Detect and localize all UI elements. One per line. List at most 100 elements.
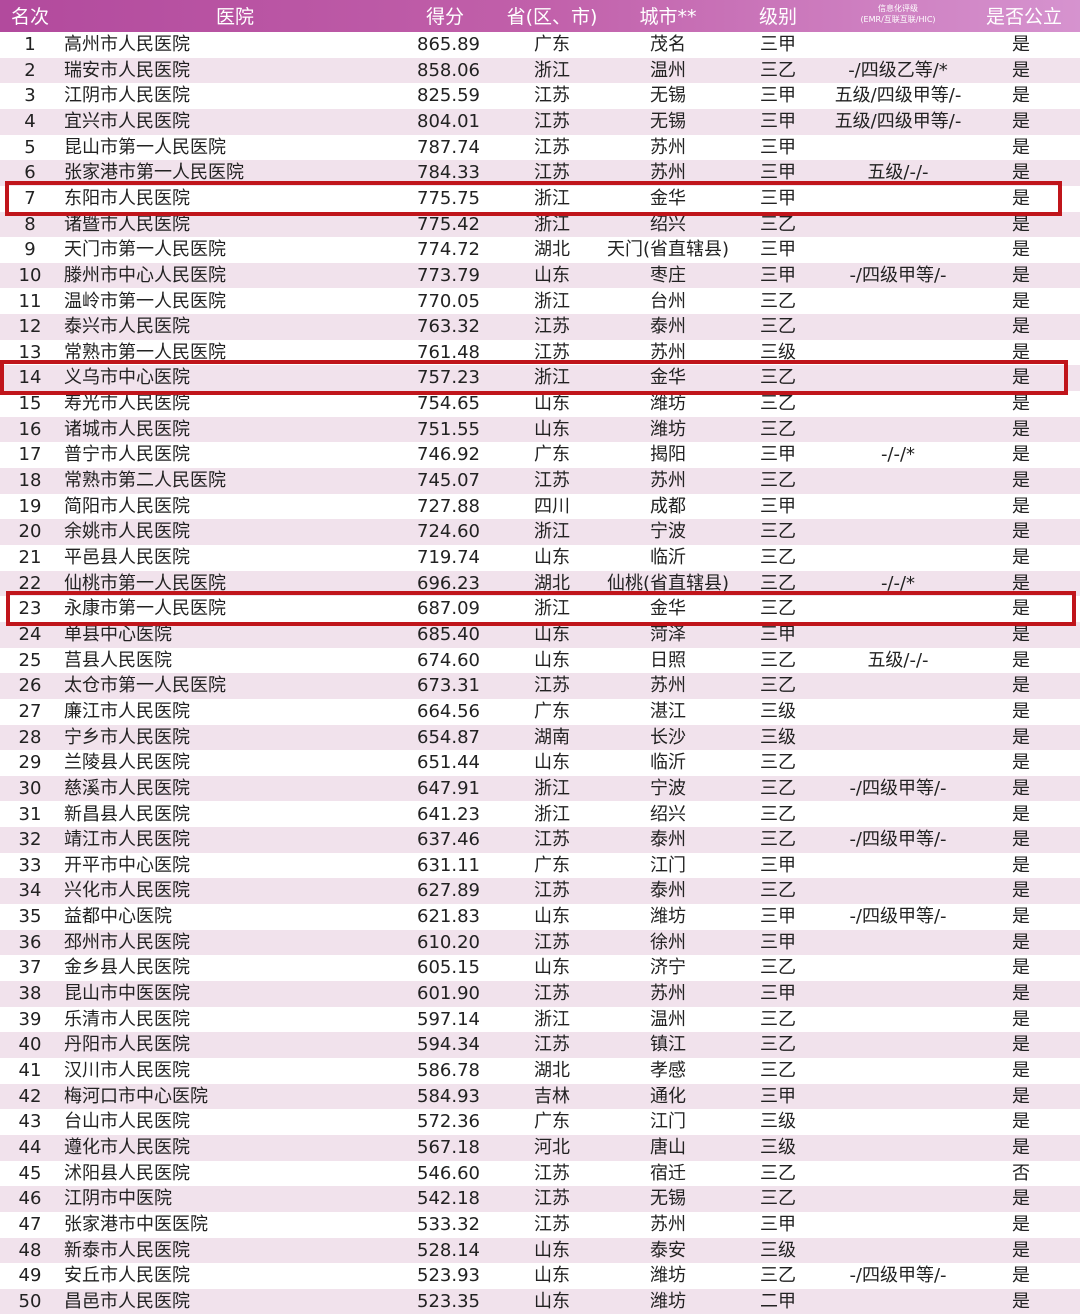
header-level: 级别 bbox=[758, 6, 797, 28]
hospital-cell: 江阴市中医院 bbox=[64, 1188, 172, 1210]
table-row: 1 高州市人民医院 865.89 广东 茂名 三甲 是 bbox=[0, 32, 1080, 58]
score-cell: 654.87 bbox=[417, 726, 480, 748]
public-cell: 是 bbox=[1012, 598, 1030, 620]
province-cell: 山东 bbox=[534, 752, 570, 774]
province-cell: 山东 bbox=[534, 393, 570, 415]
table-row: 22 仙桃市第一人民医院 696.23 湖北 仙桃(省直辖县) 三乙 -/-/* 是 bbox=[0, 570, 1080, 597]
rank-cell: 44 bbox=[18, 1136, 42, 1158]
public-cell: 是 bbox=[1012, 521, 1030, 543]
rank-cell: 43 bbox=[18, 1111, 42, 1133]
rank-cell: 18 bbox=[18, 470, 42, 492]
score-cell: 696.23 bbox=[417, 572, 480, 594]
table-row: 28 宁乡市人民医院 654.87 湖南 长沙 三级 是 bbox=[0, 724, 1080, 751]
hospital-cell: 常熟市第二人民医院 bbox=[64, 470, 226, 492]
score-cell: 533.32 bbox=[417, 1213, 480, 1235]
city-cell: 潍坊 bbox=[650, 1265, 686, 1287]
level-cell: 三乙 bbox=[760, 957, 796, 979]
rank-cell: 27 bbox=[18, 700, 42, 722]
level-cell: 三乙 bbox=[760, 777, 796, 799]
province-cell: 广东 bbox=[534, 34, 570, 55]
header-info-title: 信息化评级 bbox=[878, 4, 918, 13]
rank-cell: 46 bbox=[18, 1188, 42, 1210]
city-cell: 金华 bbox=[650, 187, 686, 209]
score-cell: 621.83 bbox=[417, 906, 480, 928]
rank-cell: 2 bbox=[24, 59, 36, 81]
score-cell: 664.56 bbox=[417, 700, 480, 722]
hospital-cell: 丹阳市人民医院 bbox=[64, 1034, 190, 1056]
hospital-cell: 乐清市人民医院 bbox=[64, 1008, 190, 1030]
table-row: 44 遵化市人民医院 567.18 河北 唐山 三级 是 bbox=[0, 1134, 1080, 1161]
level-cell: 三乙 bbox=[760, 367, 796, 389]
province-cell: 广东 bbox=[534, 700, 570, 722]
rank-cell: 48 bbox=[18, 1239, 42, 1261]
info-rating-cell: -/四级甲等/- bbox=[849, 264, 947, 286]
city-cell: 潍坊 bbox=[650, 418, 686, 440]
hospital-cell: 台山市人民医院 bbox=[64, 1111, 190, 1133]
level-cell: 三乙 bbox=[760, 290, 796, 312]
hospital-cell: 滕州市中心人民医院 bbox=[64, 264, 226, 286]
city-cell: 宿迁 bbox=[650, 1162, 686, 1184]
province-cell: 浙江 bbox=[534, 803, 570, 825]
hospital-cell: 寿光市人民医院 bbox=[64, 393, 190, 415]
province-cell: 湖北 bbox=[534, 572, 570, 594]
level-cell: 三乙 bbox=[760, 1060, 796, 1081]
province-cell: 江苏 bbox=[534, 983, 570, 1005]
city-cell: 潍坊 bbox=[650, 393, 686, 415]
public-cell: 是 bbox=[1012, 162, 1030, 184]
city-cell: 苏州 bbox=[650, 1213, 686, 1235]
level-cell: 三乙 bbox=[760, 316, 796, 338]
hospital-cell: 慈溪市人民医院 bbox=[64, 777, 190, 799]
table-row: 20 余姚市人民医院 724.60 浙江 宁波 三乙 是 bbox=[0, 519, 1080, 545]
table-row: 50 昌邑市人民医院 523.35 山东 潍坊 二甲 是 bbox=[0, 1288, 1080, 1315]
level-cell: 三甲 bbox=[760, 983, 796, 1005]
level-cell: 三甲 bbox=[760, 906, 796, 928]
public-cell: 是 bbox=[1012, 59, 1030, 81]
header-rank: 名次 bbox=[10, 6, 49, 28]
city-cell: 潍坊 bbox=[650, 906, 686, 928]
table-row: 38 昆山市中医医院 601.90 江苏 苏州 三甲 是 bbox=[0, 981, 1080, 1007]
public-cell: 是 bbox=[1012, 700, 1030, 722]
hospital-cell: 天门市第一人民医院 bbox=[64, 239, 226, 261]
hospital-cell: 高州市人民医院 bbox=[64, 34, 190, 55]
province-cell: 浙江 bbox=[534, 213, 570, 235]
hospital-cell: 遵化市人民医院 bbox=[64, 1136, 190, 1158]
info-rating-cell: -/四级甲等/- bbox=[849, 777, 947, 799]
city-cell: 镇江 bbox=[650, 1034, 686, 1056]
table-row: 3 江阴市人民医院 825.59 江苏 无锡 三甲 五级/四级甲等/- 是 bbox=[0, 83, 1080, 109]
hospital-cell: 新昌县人民医院 bbox=[64, 803, 190, 825]
city-cell: 宁波 bbox=[650, 521, 686, 543]
hospital-cell: 江阴市人民医院 bbox=[64, 85, 190, 107]
rank-cell: 14 bbox=[18, 367, 42, 389]
hospital-cell: 仙桃市第一人民医院 bbox=[64, 572, 226, 594]
city-cell: 金华 bbox=[650, 598, 686, 620]
public-cell: 是 bbox=[1012, 1034, 1030, 1056]
city-cell: 天门(省直辖县) bbox=[606, 239, 730, 261]
province-cell: 山东 bbox=[534, 1265, 570, 1287]
province-cell: 湖北 bbox=[534, 239, 570, 261]
score-cell: 610.20 bbox=[417, 931, 480, 953]
city-cell: 成都 bbox=[650, 495, 686, 517]
score-cell: 584.93 bbox=[417, 1085, 480, 1107]
city-cell: 泰安 bbox=[650, 1239, 686, 1261]
level-cell: 三乙 bbox=[760, 59, 796, 81]
table-header: 名次 医院 得分 省(区、市) 城市** 级别 信息化评级 (EMR/互联互联/… bbox=[0, 0, 1080, 32]
table-row: 24 单县中心医院 685.40 山东 菏泽 三甲 是 bbox=[0, 621, 1080, 648]
table-row: 12 泰兴市人民医院 763.32 江苏 泰州 三乙 是 bbox=[0, 314, 1080, 340]
table-row: 29 兰陵县人民医院 651.44 山东 临沂 三乙 是 bbox=[0, 750, 1080, 776]
hospital-cell: 邳州市人民医院 bbox=[64, 931, 190, 953]
hospital-cell: 安丘市人民医院 bbox=[64, 1265, 190, 1287]
info-rating-cell: 五级/四级甲等/- bbox=[834, 85, 962, 107]
public-cell: 是 bbox=[1012, 880, 1030, 902]
hospital-cell: 瑞安市人民医院 bbox=[64, 59, 190, 81]
public-cell: 是 bbox=[1012, 623, 1030, 645]
public-cell: 是 bbox=[1012, 572, 1030, 594]
city-cell: 通化 bbox=[650, 1085, 686, 1107]
rank-cell: 39 bbox=[18, 1008, 42, 1030]
rank-cell: 41 bbox=[18, 1060, 42, 1081]
hospital-cell: 兰陵县人民医院 bbox=[64, 752, 190, 774]
province-cell: 山东 bbox=[534, 623, 570, 645]
score-cell: 523.93 bbox=[417, 1265, 480, 1287]
score-cell: 858.06 bbox=[417, 59, 480, 81]
city-cell: 苏州 bbox=[650, 983, 686, 1005]
city-cell: 泰州 bbox=[650, 829, 686, 851]
